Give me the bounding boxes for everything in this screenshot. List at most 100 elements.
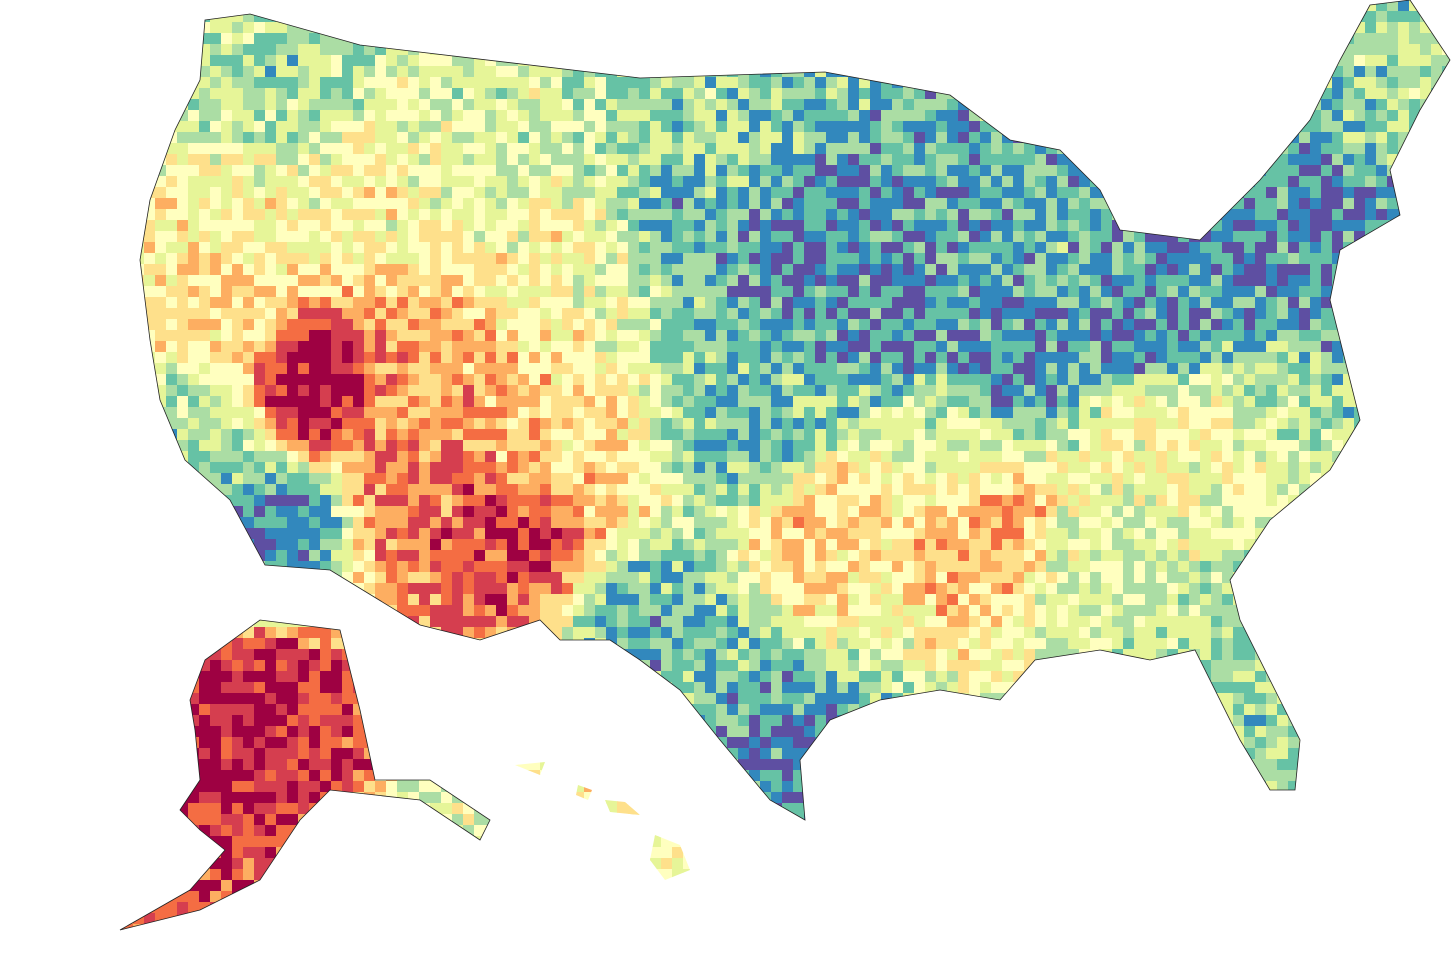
county-cell xyxy=(1409,308,1421,320)
county-cell xyxy=(441,374,453,386)
county-cell xyxy=(1167,319,1179,331)
county-cell xyxy=(958,429,970,441)
county-cell xyxy=(1167,286,1179,298)
county-cell xyxy=(507,154,519,166)
county-cell xyxy=(496,275,508,287)
county-cell xyxy=(551,264,563,276)
county-cell xyxy=(232,385,244,397)
county-cell xyxy=(617,44,629,56)
county-cell xyxy=(166,121,178,133)
county-cell xyxy=(1211,11,1223,23)
county-cell xyxy=(342,220,354,232)
county-cell xyxy=(1079,187,1091,199)
county-cell xyxy=(947,121,959,133)
county-cell xyxy=(1310,264,1322,276)
county-cell xyxy=(826,11,838,23)
county-cell xyxy=(353,11,365,23)
county-cell xyxy=(133,407,145,419)
county-cell xyxy=(628,363,640,375)
county-cell xyxy=(1079,297,1091,309)
county-cell xyxy=(958,176,970,188)
county-cell xyxy=(881,275,893,287)
county-cell xyxy=(100,297,112,309)
county-cell xyxy=(430,374,442,386)
county-cell xyxy=(617,154,629,166)
county-cell xyxy=(672,374,684,386)
county-cell xyxy=(716,22,728,34)
county-cell xyxy=(1310,286,1322,298)
county-cell xyxy=(617,429,629,441)
county-cell xyxy=(1244,429,1256,441)
county-cell xyxy=(1035,11,1047,23)
county-cell xyxy=(430,330,442,342)
county-cell xyxy=(485,44,497,56)
county-cell xyxy=(1068,11,1080,23)
county-cell xyxy=(727,275,739,287)
county-cell xyxy=(771,44,783,56)
county-cell xyxy=(947,429,959,441)
county-cell xyxy=(980,99,992,111)
county-cell xyxy=(1167,418,1179,430)
county-cell xyxy=(573,407,585,419)
county-cell xyxy=(485,264,497,276)
county-cell xyxy=(1376,330,1388,342)
county-cell xyxy=(1200,429,1212,441)
county-cell xyxy=(892,330,904,342)
county-cell xyxy=(254,143,266,155)
county-cell xyxy=(408,198,420,210)
county-cell xyxy=(749,330,761,342)
county-cell xyxy=(1354,154,1366,166)
county-cell xyxy=(243,154,255,166)
county-cell xyxy=(650,33,662,45)
county-cell xyxy=(782,319,794,331)
county-cell xyxy=(452,275,464,287)
county-cell xyxy=(375,33,387,45)
county-cell xyxy=(120,110,123,122)
county-cell xyxy=(991,132,1003,144)
county-cell xyxy=(1123,110,1135,122)
county-cell xyxy=(595,198,607,210)
county-cell xyxy=(221,352,233,364)
county-cell xyxy=(947,11,959,23)
county-cell xyxy=(1211,319,1223,331)
county-cell xyxy=(507,319,519,331)
county-cell xyxy=(771,374,783,386)
county-cell xyxy=(716,143,728,155)
county-cell xyxy=(628,66,640,78)
county-cell xyxy=(1200,143,1212,155)
county-cell xyxy=(1321,143,1333,155)
county-cell xyxy=(1431,209,1443,221)
county-cell xyxy=(353,429,365,441)
county-cell xyxy=(397,341,409,353)
county-cell xyxy=(584,308,596,320)
county-cell xyxy=(914,99,926,111)
county-cell xyxy=(1376,253,1388,265)
county-cell xyxy=(1024,187,1036,199)
county-cell xyxy=(1189,154,1201,166)
county-cell xyxy=(386,297,398,309)
county-cell xyxy=(914,209,926,221)
county-cell xyxy=(727,165,739,177)
county-cell xyxy=(1222,132,1234,144)
county-cell xyxy=(683,429,695,441)
county-cell xyxy=(1068,374,1080,386)
county-cell xyxy=(848,110,860,122)
county-cell xyxy=(1299,55,1311,67)
county-cell xyxy=(342,22,354,34)
county-cell xyxy=(1409,264,1421,276)
county-cell xyxy=(705,297,717,309)
county-cell xyxy=(782,33,794,45)
county-cell xyxy=(1365,319,1377,331)
county-cell xyxy=(320,341,332,353)
county-cell xyxy=(144,132,156,144)
county-cell xyxy=(606,44,618,56)
county-cell xyxy=(1420,275,1432,287)
county-cell xyxy=(155,385,167,397)
county-cell xyxy=(705,352,717,364)
county-cell xyxy=(540,253,552,265)
county-cell xyxy=(914,363,926,375)
county-cell xyxy=(1387,418,1399,430)
county-cell xyxy=(265,154,277,166)
county-cell xyxy=(1046,418,1058,430)
county-cell xyxy=(782,352,794,364)
